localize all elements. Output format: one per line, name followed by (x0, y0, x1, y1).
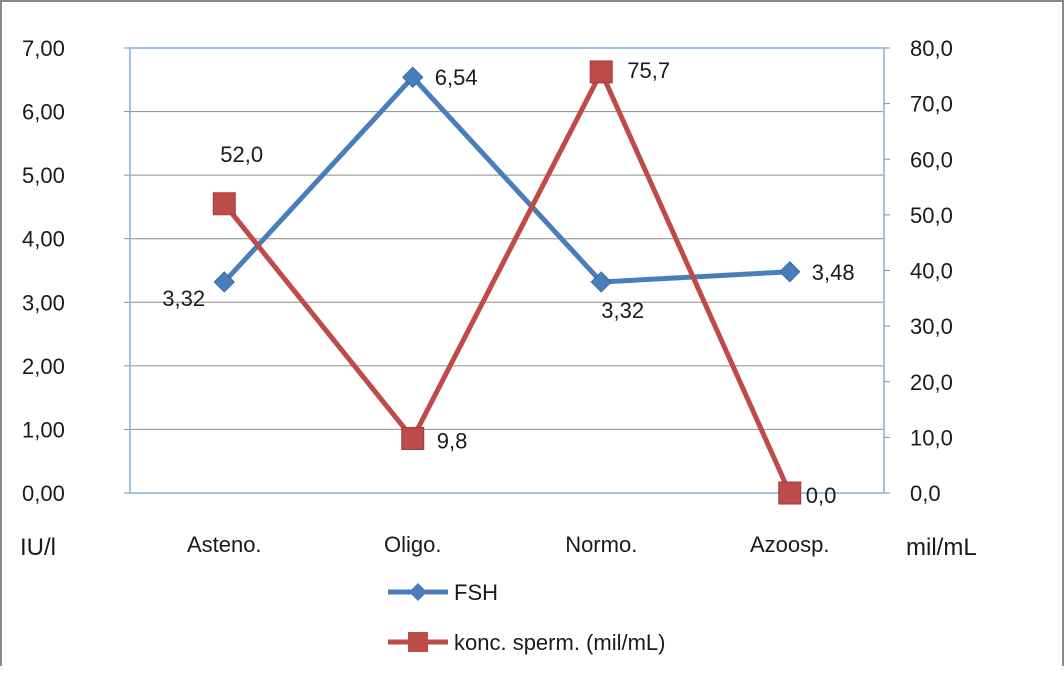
right-tick-label: 10,0 (910, 425, 953, 450)
right-tick-label: 40,0 (910, 259, 953, 284)
data-point-fsh (402, 66, 424, 88)
data-point-fsh (213, 271, 235, 293)
legend-label: FSH (454, 580, 498, 605)
data-point-fsh (779, 261, 801, 283)
x-category-label: Azoosp. (750, 532, 830, 557)
gridlines (130, 47, 884, 494)
left-tick-label: 3,00 (22, 290, 65, 315)
data-label: 6,54 (435, 65, 478, 90)
data-point-sperm-conc (212, 192, 236, 216)
data-label: 3,48 (812, 260, 855, 285)
data-point-sperm-conc (401, 426, 425, 450)
data-labels: 3,32 6,54 3,32 3,48 52,0 9,8 75,7 0,0 (162, 58, 854, 508)
right-tick-label: 30,0 (910, 314, 953, 339)
data-point-fsh (590, 271, 612, 293)
right-tick-label: 0,0 (910, 481, 941, 506)
x-category-label: Oligo. (384, 532, 441, 557)
series-lines (212, 60, 802, 505)
left-tick-label: 6,00 (22, 100, 65, 125)
right-tick-label: 50,0 (910, 203, 953, 228)
right-tick-label: 70,0 (910, 92, 953, 117)
data-label: 3,32 (162, 286, 205, 311)
data-point-sperm-conc (778, 481, 802, 505)
right-tick-label: 20,0 (910, 370, 953, 395)
legend-marker-square (408, 632, 428, 652)
left-tick-label: 2,00 (22, 354, 65, 379)
data-label: 3,32 (601, 298, 644, 323)
left-tick-label: 7,00 (22, 36, 65, 61)
right-tick-label: 80,0 (910, 36, 953, 61)
legend-marker-diamond (409, 583, 427, 601)
series-line-sperm-conc (222, 69, 793, 495)
data-label: 75,7 (627, 58, 670, 83)
left-tick-label: 4,00 (22, 227, 65, 252)
right-tick-label: 60,0 (910, 147, 953, 172)
left-tick-label: 1,00 (22, 417, 65, 442)
data-label: 52,0 (220, 142, 263, 167)
x-category-label: Normo. (565, 532, 637, 557)
left-axis-unit: IU/l (20, 534, 56, 561)
x-category-label: Asteno. (187, 532, 262, 557)
data-label: 9,8 (437, 428, 468, 453)
legend-label: konc. sperm. (mil/mL) (454, 630, 665, 655)
data-point-sperm-conc (589, 60, 613, 84)
right-axis-unit: mil/mL (906, 534, 977, 561)
data-label: 0,0 (806, 483, 837, 508)
left-tick-label: 0,00 (22, 481, 65, 506)
left-tick-label: 5,00 (22, 163, 65, 188)
axes: 0,00 1,00 2,00 3,00 4,00 5,00 6,00 7,00 0,0 10,0 2… (20, 36, 977, 561)
legend: FSH konc. sperm. (mil/mL) (388, 580, 665, 655)
